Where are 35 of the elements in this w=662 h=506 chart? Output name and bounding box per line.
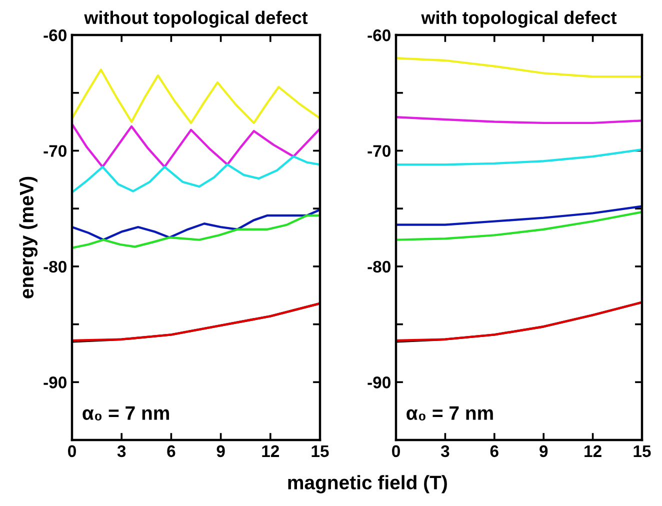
x-tick-label: 6 <box>490 445 498 458</box>
x-tick-label: 3 <box>117 445 126 458</box>
chart-title: without topological defect <box>84 10 308 28</box>
x-tick-label: 6 <box>167 445 176 458</box>
x-tick-label: 0 <box>392 445 400 458</box>
x-tick-label: 9 <box>216 445 225 458</box>
x-tick-label: 15 <box>634 445 651 458</box>
y-tick-label: -80 <box>44 260 66 273</box>
annotation: α₀ = 7 nm <box>406 406 493 420</box>
x-tick-label: 12 <box>262 445 280 457</box>
y-axis-title: energy (meV) <box>19 176 38 298</box>
x-tick-label: 12 <box>584 445 602 457</box>
x-axis-title: magnetic field (T) <box>288 475 447 494</box>
y-tick-label: -60 <box>44 29 66 42</box>
chart-title: with topological defect <box>421 10 617 28</box>
y-tick-label: -90 <box>368 376 390 388</box>
line-series <box>396 210 642 241</box>
line-series <box>72 155 320 194</box>
line-series <box>72 68 320 124</box>
y-tick-label: -70 <box>44 145 66 157</box>
line-series <box>396 205 642 226</box>
x-tick-label: 0 <box>68 445 76 458</box>
x-tick-label: 9 <box>540 445 548 458</box>
y-tick-label: -90 <box>44 376 66 388</box>
y-tick-label: -70 <box>368 145 390 157</box>
line-series <box>72 214 320 250</box>
y-tick-label: -80 <box>368 260 390 273</box>
line-series <box>396 57 642 78</box>
x-tick-label: 15 <box>312 445 329 458</box>
x-tick-label: 3 <box>440 445 450 458</box>
y-tick-label: -60 <box>368 29 390 42</box>
annotation: α₀ = 7 nm <box>82 406 169 420</box>
line-series <box>396 148 642 166</box>
line-series <box>72 122 320 168</box>
line-series <box>72 208 320 241</box>
